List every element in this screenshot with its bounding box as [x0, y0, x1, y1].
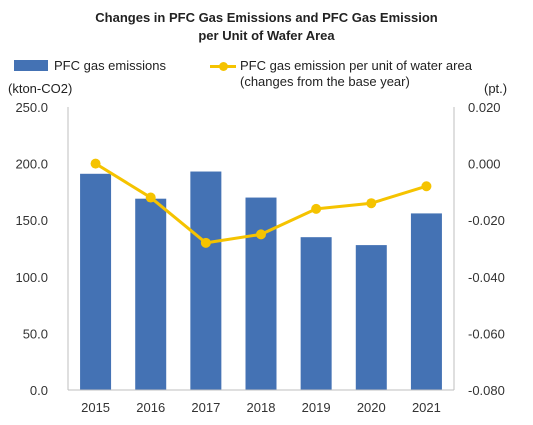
x-tick-label: 2016	[136, 400, 165, 415]
legend-label-per-unit: PFC gas emission per unit of water area	[240, 58, 472, 73]
legend-bar-swatch	[14, 60, 48, 71]
line-point	[421, 181, 432, 192]
line-point	[145, 192, 156, 203]
right-tick-label: -0.080	[468, 383, 505, 398]
line-point	[366, 198, 377, 209]
left-tick-label: 100.0	[15, 270, 48, 285]
bar	[80, 173, 112, 390]
right-tick-label: -0.060	[468, 326, 505, 341]
x-tick-label: 2021	[412, 400, 441, 415]
left-axis-unit: (kton-CO2)	[8, 81, 73, 96]
line-point	[90, 158, 101, 169]
bar	[135, 198, 167, 390]
legend-label-per-unit-line2: (changes from the base year)	[240, 74, 410, 89]
x-tick-label: 2020	[357, 400, 386, 415]
left-tick-label: 150.0	[15, 213, 48, 228]
chart-title-line2: per Unit of Wafer Area	[198, 28, 335, 43]
left-tick-label: 200.0	[15, 157, 48, 172]
line-point	[311, 203, 322, 214]
bar	[300, 237, 332, 390]
right-axis-unit: (pt.)	[484, 81, 508, 96]
bar	[245, 197, 277, 390]
line-point	[200, 237, 211, 248]
bar	[355, 245, 387, 390]
right-tick-label: 0.000	[468, 157, 501, 172]
bar	[410, 213, 442, 390]
x-tick-label: 2018	[247, 400, 276, 415]
right-tick-label: -0.020	[468, 213, 505, 228]
legend-item-emissions: PFC gas emissions	[14, 58, 166, 73]
bar	[190, 171, 222, 390]
line-point	[256, 229, 266, 240]
left-tick-label: 0.0	[30, 383, 48, 398]
legend-dot-swatch	[219, 62, 228, 71]
left-tick-label: 250.0	[15, 100, 48, 115]
x-tick-label: 2019	[302, 400, 331, 415]
x-tick-label: 2017	[191, 400, 220, 415]
right-tick-label: -0.040	[468, 270, 505, 285]
chart-title: Changes in PFC Gas Emissions and PFC Gas…	[95, 10, 438, 25]
legend: PFC gas emissions PFC gas emission per u…	[14, 58, 524, 92]
right-tick-label: 0.020	[468, 100, 501, 115]
x-tick-label: 2015	[81, 400, 110, 415]
left-tick-label: 50.0	[23, 326, 48, 341]
legend-label-emissions: PFC gas emissions	[54, 58, 166, 73]
